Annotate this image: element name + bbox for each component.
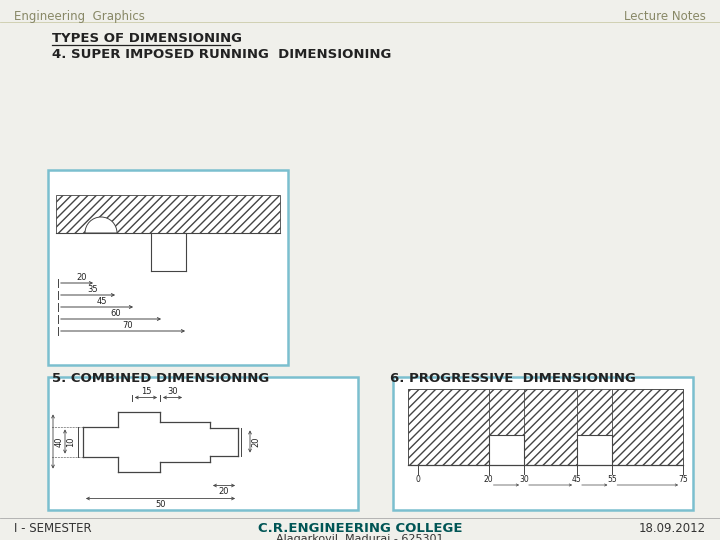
Text: 70: 70 bbox=[122, 321, 133, 329]
Text: 30: 30 bbox=[167, 387, 178, 396]
Bar bbox=[48, 377, 358, 510]
Text: 0: 0 bbox=[415, 475, 420, 484]
Text: 55: 55 bbox=[608, 475, 617, 484]
Text: Lecture Notes: Lecture Notes bbox=[624, 10, 706, 23]
Text: 45: 45 bbox=[572, 475, 582, 484]
Wedge shape bbox=[85, 217, 117, 233]
Bar bbox=[408, 389, 683, 465]
Bar bbox=[489, 435, 524, 465]
Text: 20: 20 bbox=[77, 273, 87, 281]
Bar bbox=[524, 389, 577, 465]
Text: 45: 45 bbox=[96, 296, 107, 306]
Text: 10: 10 bbox=[66, 436, 76, 447]
Text: 20: 20 bbox=[251, 436, 261, 447]
Text: 30: 30 bbox=[519, 475, 529, 484]
Text: 20: 20 bbox=[219, 487, 229, 496]
Text: Engineering  Graphics: Engineering Graphics bbox=[14, 10, 145, 23]
Text: 50: 50 bbox=[156, 500, 166, 509]
Text: 75: 75 bbox=[678, 475, 688, 484]
Text: 4. SUPER IMPOSED RUNNING  DIMENSIONING: 4. SUPER IMPOSED RUNNING DIMENSIONING bbox=[52, 48, 392, 61]
Text: TYPES OF DIMENSIONING: TYPES OF DIMENSIONING bbox=[52, 32, 242, 45]
Bar bbox=[48, 170, 288, 365]
Text: 40: 40 bbox=[55, 436, 63, 447]
Bar bbox=[408, 389, 489, 465]
Text: 15: 15 bbox=[140, 387, 151, 396]
Text: Alagarkovil, Madurai - 625301: Alagarkovil, Madurai - 625301 bbox=[276, 534, 444, 540]
Text: I - SEMESTER: I - SEMESTER bbox=[14, 522, 91, 535]
Bar bbox=[612, 389, 683, 465]
Bar bbox=[56, 195, 280, 233]
Text: 6. PROGRESSIVE  DIMENSIONING: 6. PROGRESSIVE DIMENSIONING bbox=[390, 372, 636, 385]
Text: 18.09.2012: 18.09.2012 bbox=[639, 522, 706, 535]
Text: 20: 20 bbox=[484, 475, 493, 484]
Bar bbox=[151, 233, 186, 271]
Text: C.R.ENGINEERING COLLEGE: C.R.ENGINEERING COLLEGE bbox=[258, 522, 462, 535]
Bar bbox=[393, 377, 693, 510]
Text: 35: 35 bbox=[88, 285, 99, 294]
Text: 60: 60 bbox=[111, 308, 121, 318]
Bar bbox=[577, 435, 612, 465]
Text: 5. COMBINED DIMENSIONING: 5. COMBINED DIMENSIONING bbox=[52, 372, 269, 385]
